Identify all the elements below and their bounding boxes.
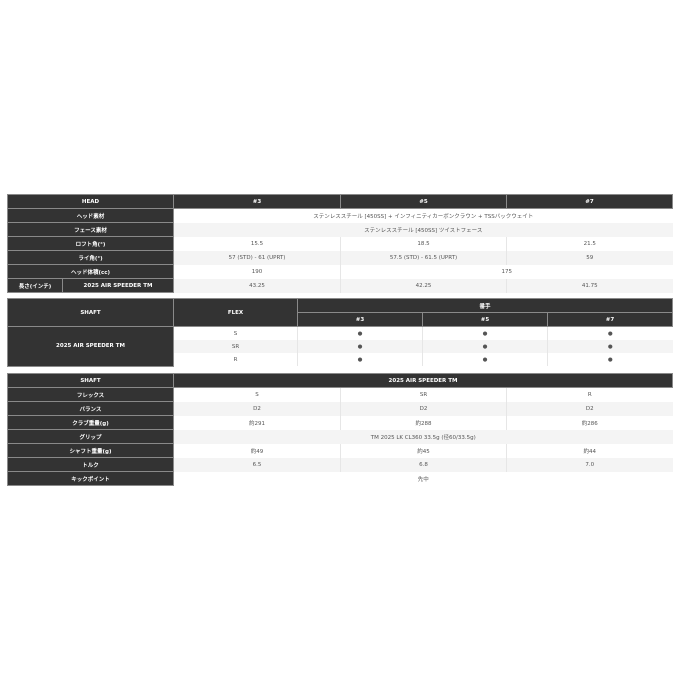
mark: ● bbox=[547, 326, 673, 340]
label: キックポイント bbox=[7, 471, 174, 486]
label: フレックス bbox=[7, 387, 174, 402]
mark: ● bbox=[422, 353, 548, 366]
shaft-header-row: SHAFT 2025 AIR SPEEDER TM bbox=[7, 373, 673, 388]
header-shaft: SHAFT bbox=[7, 298, 174, 327]
flex: SR bbox=[173, 340, 298, 353]
mark: ● bbox=[297, 326, 423, 340]
value: D2 bbox=[173, 401, 341, 416]
row-lie: ライ角(°) 57 (STD) - 61 (UPRT) 57.5 (STD) -… bbox=[7, 250, 673, 265]
header-number: 番手 bbox=[296, 298, 674, 313]
row-volume: ヘッド体積(cc) 190 175 bbox=[7, 264, 673, 279]
value: 7.0 bbox=[506, 457, 673, 472]
mark: ● bbox=[547, 353, 673, 366]
label: ヘッド体積(cc) bbox=[7, 264, 174, 279]
value: ステンレススチール [450SS] ツイストフェース bbox=[173, 222, 673, 237]
label: バランス bbox=[7, 401, 174, 416]
value: 18.5 bbox=[340, 236, 507, 251]
row-club-weight: クラブ重量(g) 約291 約288 約286 bbox=[7, 415, 673, 430]
value: 43.25 bbox=[173, 278, 341, 293]
flex-row-r: R ● ● ● bbox=[8, 353, 673, 366]
value: 41.75 bbox=[506, 278, 673, 293]
row-length: 長さ(インチ) 2025 AIR SPEEDER TM 43.25 42.25 … bbox=[7, 278, 673, 293]
label: グリップ bbox=[7, 429, 174, 444]
header-3: #3 bbox=[173, 194, 341, 209]
value: 6.8 bbox=[340, 457, 507, 472]
shaft-name: 2025 AIR SPEEDER TM bbox=[7, 326, 174, 367]
value: 約291 bbox=[173, 415, 341, 430]
row-flex: フレックス S SR R bbox=[7, 387, 673, 402]
value: S bbox=[173, 387, 341, 402]
flex-row-s: 2025 AIR SPEEDER TM S ● ● ● bbox=[7, 326, 673, 367]
value: ステンレススチール [450SS] + インフィニティカーボンクラウン + TS… bbox=[173, 208, 673, 223]
mark: ● bbox=[297, 340, 423, 353]
header-shaft-name: 2025 AIR SPEEDER TM bbox=[173, 373, 673, 388]
value: 約45 bbox=[340, 443, 507, 458]
mark: ● bbox=[297, 353, 423, 366]
label: トルク bbox=[7, 457, 174, 472]
flex-subheader-row: #3 #5 #7 bbox=[8, 312, 674, 327]
value: 15.5 bbox=[173, 236, 341, 251]
row-face-material: フェース素材 ステンレススチール [450SS] ツイストフェース bbox=[7, 222, 673, 237]
head-spec-table: HEAD #3 #5 #7 ヘッド素材 ステンレススチール [450SS] + … bbox=[7, 194, 673, 293]
mark: ● bbox=[422, 340, 548, 353]
header-flex: FLEX bbox=[173, 298, 298, 327]
value: 190 bbox=[173, 264, 341, 279]
label: シャフト重量(g) bbox=[7, 443, 174, 458]
value: SR bbox=[340, 387, 507, 402]
sublabel: 2025 AIR SPEEDER TM bbox=[62, 278, 174, 293]
header-3: #3 bbox=[297, 312, 423, 327]
value: 約286 bbox=[506, 415, 673, 430]
label: ロフト角(°) bbox=[7, 236, 174, 251]
row-head-material: ヘッド素材 ステンレススチール [450SS] + インフィニティカーボンクラウ… bbox=[7, 208, 673, 223]
value: 59 bbox=[506, 250, 673, 265]
label: フェース素材 bbox=[7, 222, 174, 237]
header-shaft: SHAFT bbox=[7, 373, 174, 388]
value: 約49 bbox=[173, 443, 341, 458]
flex-header-row: SHAFT FLEX 番手 bbox=[7, 298, 674, 327]
value: 42.25 bbox=[340, 278, 507, 293]
flex: R bbox=[173, 353, 298, 366]
row-loft: ロフト角(°) 15.5 18.5 21.5 bbox=[7, 236, 673, 251]
flex: S bbox=[173, 326, 298, 340]
row-shaft-weight: シャフト重量(g) 約49 約45 約44 bbox=[7, 443, 673, 458]
value: D2 bbox=[506, 401, 673, 416]
label: 長さ(インチ) bbox=[7, 278, 63, 293]
header-5: #5 bbox=[422, 312, 548, 327]
value: TM 2025 LK CL360 33.5g (径60/33.5g) bbox=[173, 429, 673, 444]
value: D2 bbox=[340, 401, 507, 416]
value: R bbox=[506, 387, 673, 402]
label: クラブ重量(g) bbox=[7, 415, 174, 430]
row-balance: バランス D2 D2 D2 bbox=[7, 401, 673, 416]
value: 先中 bbox=[173, 471, 673, 486]
row-kick-point: キックポイント 先中 bbox=[7, 471, 673, 486]
flex-table: SHAFT FLEX 番手 #3 #5 #7 2025 AIR SPEEDER … bbox=[7, 298, 674, 367]
row-torque: トルク 6.5 6.8 7.0 bbox=[7, 457, 673, 472]
header-5: #5 bbox=[340, 194, 507, 209]
value: 21.5 bbox=[506, 236, 673, 251]
value: 約44 bbox=[506, 443, 673, 458]
header-head: HEAD bbox=[7, 194, 174, 209]
header-7: #7 bbox=[546, 312, 674, 327]
value: 175 bbox=[340, 264, 673, 279]
head-header-row: HEAD #3 #5 #7 bbox=[7, 194, 673, 209]
mark: ● bbox=[422, 326, 548, 340]
shaft-spec-table: SHAFT 2025 AIR SPEEDER TM フレックス S SR R バ… bbox=[7, 373, 673, 486]
value: 57 (STD) - 61 (UPRT) bbox=[173, 250, 341, 265]
value: 6.5 bbox=[173, 457, 341, 472]
value: 約288 bbox=[340, 415, 507, 430]
mark: ● bbox=[547, 340, 673, 353]
value: 57.5 (STD) - 61.5 (UPRT) bbox=[340, 250, 507, 265]
header-7: #7 bbox=[506, 194, 673, 209]
row-grip: グリップ TM 2025 LK CL360 33.5g (径60/33.5g) bbox=[7, 429, 673, 444]
flex-row-sr: SR ● ● ● bbox=[8, 340, 673, 353]
label: ヘッド素材 bbox=[7, 208, 174, 223]
label: ライ角(°) bbox=[7, 250, 174, 265]
